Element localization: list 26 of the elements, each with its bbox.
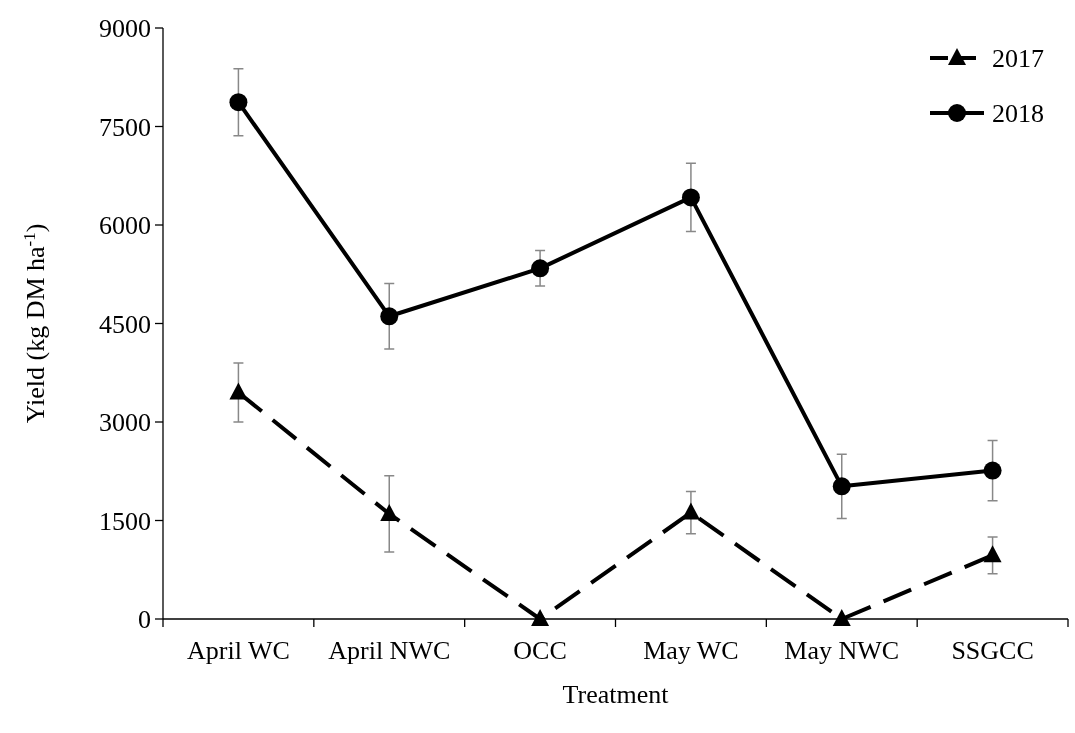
- point: [229, 93, 248, 112]
- point: [983, 545, 1002, 563]
- x-tick-label: April NWC: [328, 636, 451, 665]
- point: [832, 609, 851, 626]
- x-tick-label: April WC: [187, 636, 290, 665]
- x-tick-label: OCC: [513, 636, 567, 665]
- point: [531, 609, 550, 626]
- point: [380, 307, 399, 326]
- y-tick-label: 1500: [99, 506, 151, 536]
- x-axis-title: Treatment: [562, 680, 670, 709]
- legend-label: 2017: [992, 44, 1044, 74]
- y-tick-label: 0: [138, 605, 151, 635]
- y-tick-label: 4500: [99, 309, 151, 339]
- point: [229, 382, 248, 400]
- legend-label: 2018: [992, 99, 1044, 129]
- point: [983, 461, 1002, 480]
- point: [681, 188, 700, 207]
- y-tick-label: 3000: [99, 408, 151, 438]
- x-tick-label: SSGCC: [951, 636, 1034, 665]
- x-tick-label: May NWC: [784, 636, 900, 665]
- point: [832, 477, 851, 496]
- x-tick-label: May WC: [643, 636, 739, 665]
- point: [531, 259, 550, 278]
- y-tick-label: 7500: [99, 112, 151, 142]
- y-tick-label: 6000: [99, 211, 151, 241]
- y-tick-label: 9000: [99, 14, 151, 44]
